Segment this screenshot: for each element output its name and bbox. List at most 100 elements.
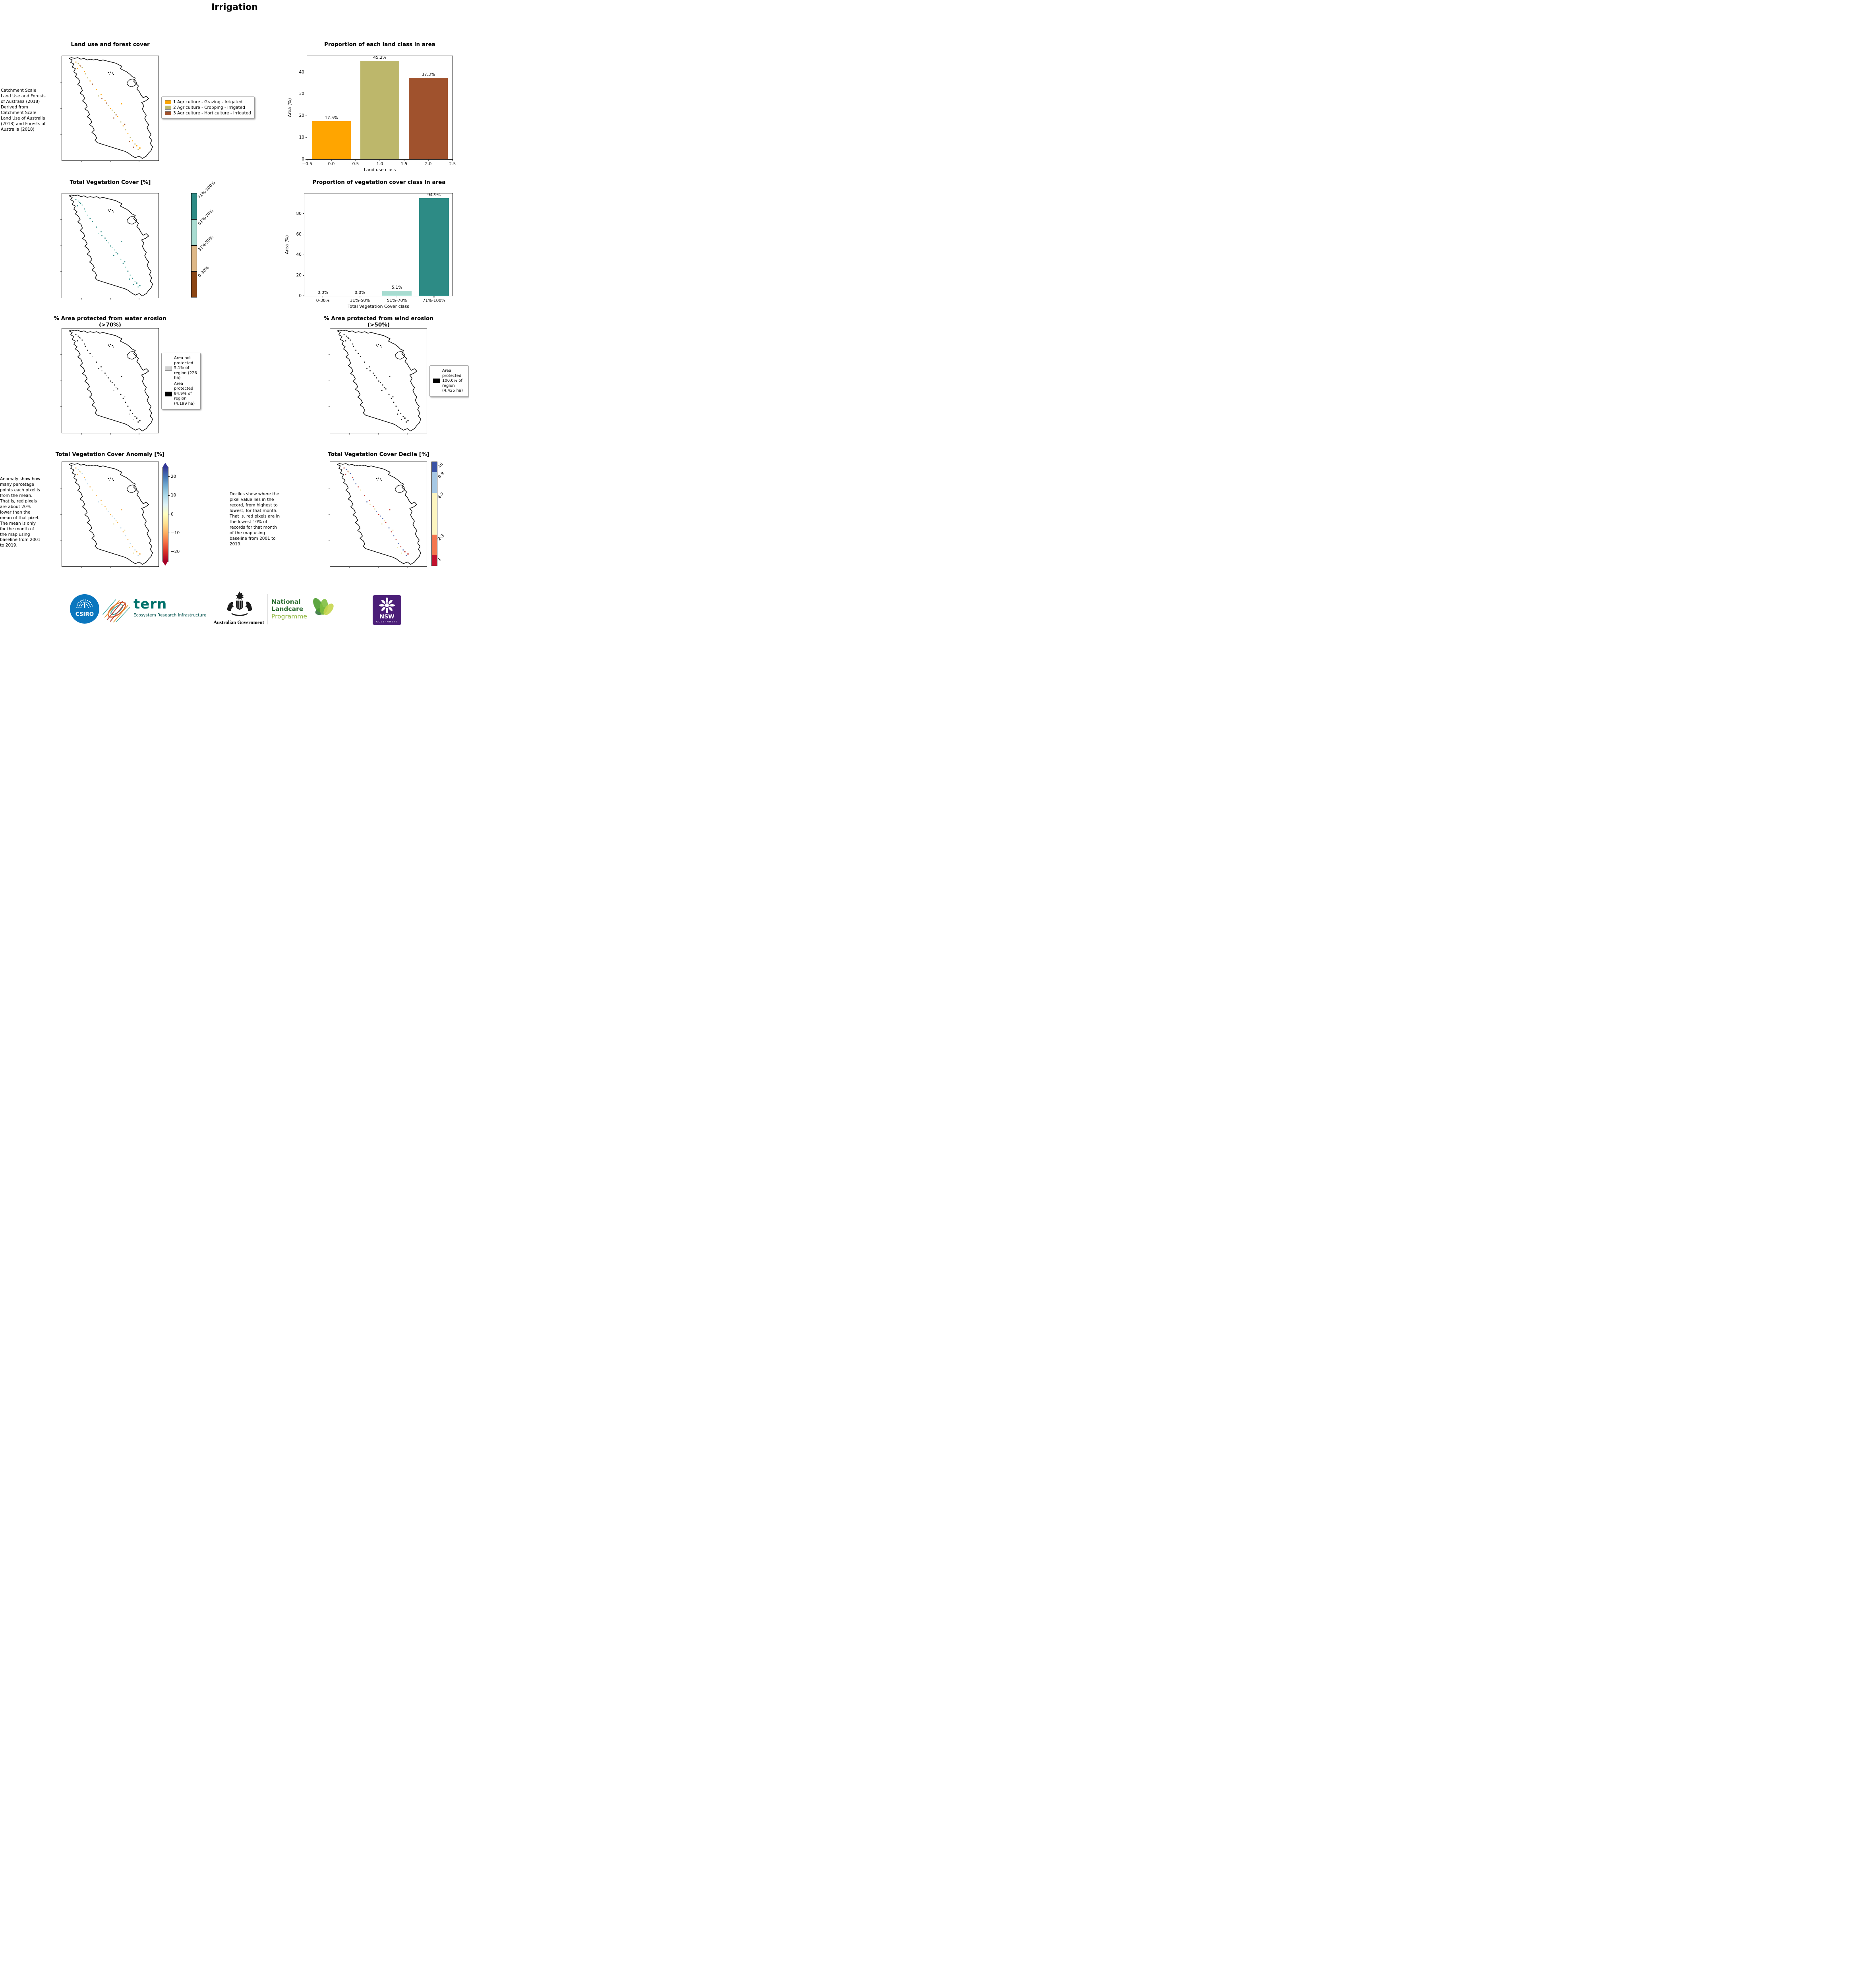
- x-tick: 51%-70%: [387, 296, 407, 303]
- y-tick-label: 40: [296, 252, 302, 257]
- x-tick: 1.5: [401, 159, 407, 166]
- colorbar-tick: 10: [168, 493, 176, 498]
- bar-value-label: 0.0%: [317, 290, 328, 295]
- x-tick-label: −0.5: [302, 162, 312, 166]
- legend-label: Area protected 94.9% of region (4,199 ha…: [174, 381, 195, 406]
- catchment-outline-map: [69, 57, 153, 159]
- wind-erosion-map: [329, 328, 427, 435]
- colorbar-tick: −10: [168, 531, 180, 535]
- tick-label: 10: [171, 493, 176, 498]
- catchment-outline-map: [69, 195, 153, 296]
- colorbar-label: 31%-50%: [197, 234, 215, 252]
- axis-tick: [60, 354, 62, 355]
- irrigation-report: Irrigation Land use and forest cover Cat…: [0, 0, 469, 628]
- bar-value-label: 5.1%: [391, 285, 402, 290]
- tern-wordmark: tern: [133, 596, 167, 612]
- x-tick-label: 71%-100%: [422, 298, 445, 303]
- vegclass-chart-title: Proportion of vegetation cover class in …: [312, 179, 446, 185]
- axis-tick: [349, 566, 350, 568]
- y-tick: 0: [299, 294, 304, 298]
- colorbar-label: 71%-100%: [197, 180, 217, 200]
- anomaly-note: Anomaly show how many percetage points e…: [0, 477, 41, 548]
- legend-swatch: [165, 366, 172, 371]
- australian-government-crest: [222, 590, 257, 619]
- x-tick-label: 1.0: [376, 162, 383, 166]
- colorbar-label: 51%-70%: [197, 208, 215, 226]
- vegcover-colorbar: 71%-100% 51%-70% 31%-50% 0-30%: [191, 180, 217, 298]
- colorbar-label: 1: [437, 556, 442, 562]
- csiro-logo: CSIRO: [70, 594, 99, 624]
- landcare-word-national: National: [271, 598, 301, 605]
- y-tick: 80: [296, 211, 304, 216]
- legend-label: 3 Agriculture - Horticulture - Irrigated: [173, 111, 251, 116]
- bar: [382, 290, 412, 296]
- colorbar-label: 10: [437, 462, 444, 469]
- legend-item: 1 Agriculture - Grazing - Irrigated: [165, 100, 251, 104]
- x-tick: 0-30%: [316, 296, 330, 303]
- y-tick: 30: [299, 91, 307, 96]
- legend-item: Area protected 94.9% of region (4,199 ha…: [165, 382, 197, 407]
- anomaly-title: Total Vegetation Cover Anomaly [%]: [55, 451, 165, 458]
- decile-note: Deciles show where the pixel value lies …: [230, 492, 280, 547]
- page-title: Irrigation: [211, 2, 258, 12]
- bar: [419, 198, 449, 296]
- x-tick: 1.0: [377, 159, 383, 166]
- x-tick: 31%-50%: [350, 296, 370, 303]
- catchment-outline-map: [69, 463, 153, 565]
- legend-swatch: [165, 391, 172, 396]
- colorbar-segment: [191, 219, 197, 245]
- tick-label: 0: [171, 512, 174, 517]
- decile-colorbar: 10 8-9 4-7 2-3 1: [431, 462, 445, 566]
- y-tick: 10: [299, 135, 307, 140]
- anomaly-colorbar: 20 10 0 −10 −20: [162, 463, 180, 566]
- national-landcare-logo: National Landcare Programme: [271, 598, 307, 620]
- axis-tick: [407, 433, 408, 435]
- landuse-source-note: Catchment Scale Land Use and Forests of …: [1, 88, 46, 132]
- tick-mark: [452, 159, 453, 161]
- y-tick-label: 20: [296, 273, 302, 278]
- landcare-leaves-icon: [305, 593, 337, 624]
- nsw-government-logo: NSW GOVERNMENT: [373, 595, 401, 625]
- tick-mark: [168, 476, 170, 477]
- axis-tick: [349, 433, 350, 435]
- axis-tick: [329, 354, 330, 355]
- crest-svg: [227, 591, 252, 616]
- nsw-government-label: GOVERNMENT: [376, 621, 398, 623]
- tick-mark: [303, 213, 304, 214]
- indigenous-artwork: [102, 597, 133, 623]
- waratah-icon: [379, 597, 395, 613]
- anomaly-map: [60, 462, 159, 568]
- australian-government-wordmark: Australian Government: [213, 620, 264, 625]
- tick-mark: [168, 495, 170, 496]
- csiro-wordmark: CSIRO: [75, 611, 94, 617]
- y-tick-label: 30: [299, 91, 304, 97]
- colorbar-segment: [191, 193, 197, 219]
- colorbar-segment: [191, 271, 197, 298]
- legend-swatch: [433, 379, 440, 384]
- landuse-map: [60, 56, 159, 162]
- y-tick: 20: [296, 273, 304, 278]
- legend-label: 2 Agriculture - Cropping - Irrigated: [173, 105, 245, 110]
- y-tick-label: 0: [302, 157, 304, 162]
- bar-value-label: 45.2%: [373, 55, 387, 60]
- catchment-outline-map: [337, 463, 421, 565]
- bar-value-label: 94.9%: [427, 193, 441, 198]
- x-tick-label: 0.0: [328, 162, 335, 166]
- y-tick: 0: [302, 157, 307, 162]
- y-axis-label: Area (%): [287, 98, 292, 117]
- colorbar-tick: 20: [168, 474, 176, 479]
- tick-mark: [355, 159, 356, 161]
- landclass-bar-chart: 17.5% 45.2% 37.3% 0 10 20 30 40 −0.5 0.0 0.5 1.0 1.5…: [287, 55, 456, 172]
- x-tick: 0.0: [328, 159, 335, 166]
- colorbar-label: 0-30%: [197, 265, 210, 278]
- x-tick: 0.5: [352, 159, 359, 166]
- x-tick-label: 0-30%: [316, 298, 330, 303]
- tick-label: 20: [171, 474, 176, 479]
- colorbar-label: 4-7: [437, 491, 445, 500]
- x-tick-label: 2.5: [449, 162, 456, 166]
- x-tick: 2.0: [425, 159, 431, 166]
- tick-label: −10: [171, 530, 180, 535]
- bar: [312, 121, 351, 159]
- wind-erosion-legend: Area protected 100.0% of region (4,425 h…: [429, 365, 469, 397]
- y-tick-label: 20: [299, 113, 304, 118]
